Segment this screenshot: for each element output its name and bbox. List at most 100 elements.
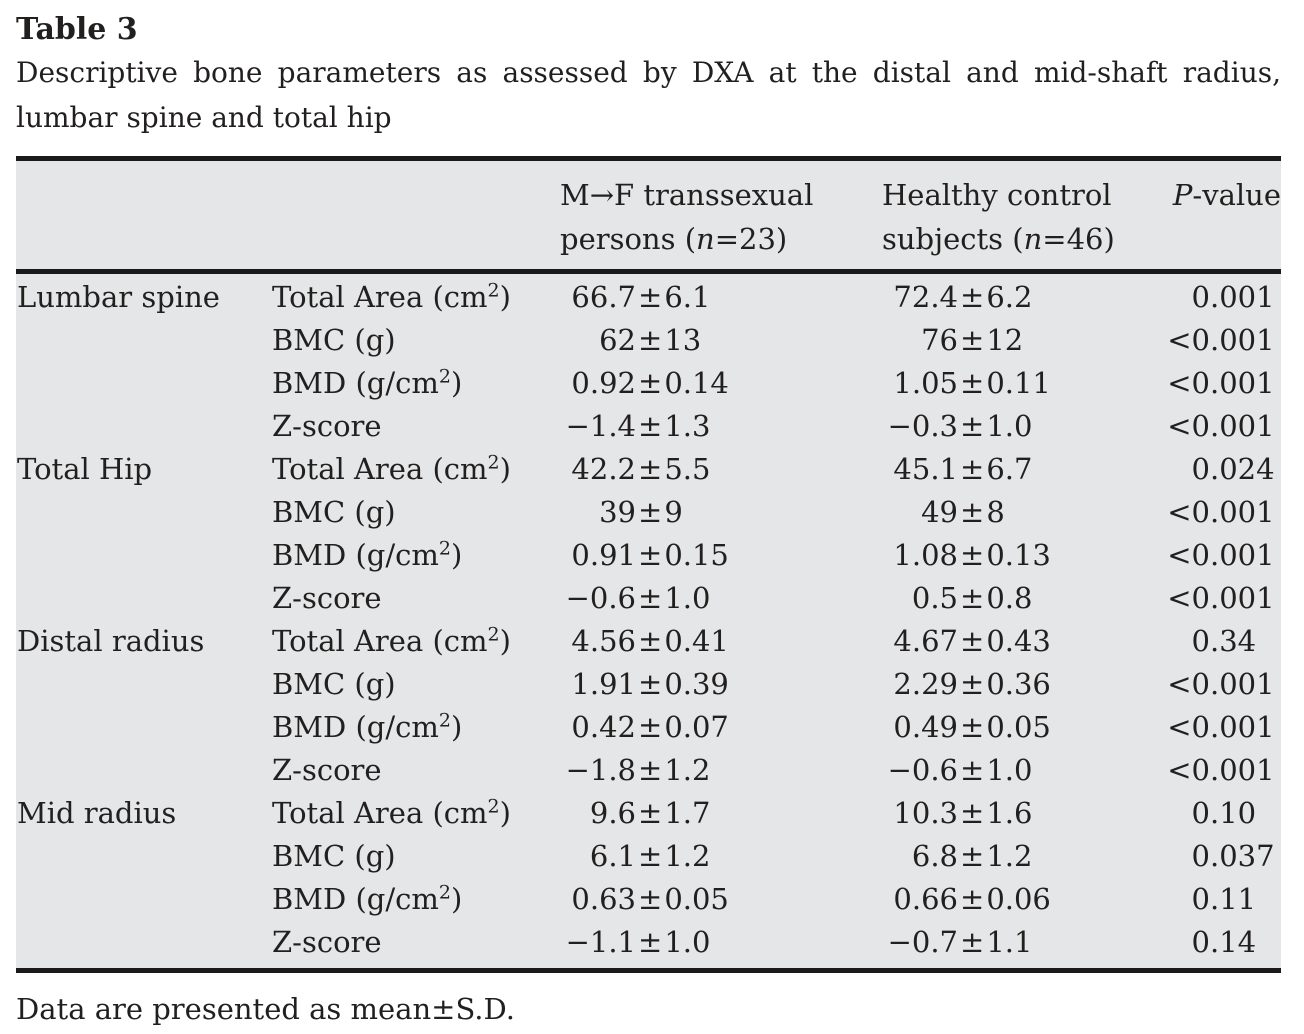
cell-hc-value: 6.8 ±1.2	[911, 839, 1033, 873]
row-group-label	[16, 577, 272, 620]
cell-hc-value: −0.6 ±1.0	[887, 753, 1033, 787]
row-group-label	[16, 362, 272, 405]
cell-hc-value: 2.29 ±0.36	[893, 667, 1051, 701]
cell-p-value: <0.001	[1167, 409, 1275, 443]
row-parameter-label: BMC (g)	[272, 667, 396, 701]
cell-mf-value: 4.56 ±0.41	[571, 624, 729, 658]
row-group-label	[16, 749, 272, 792]
cell-p-value: 0.11	[1191, 882, 1257, 916]
table-row: BMC (g) 1.91 ±0.39 2.29 ±0.36 <0.001	[16, 663, 1281, 706]
row-parameter-label: BMD (g/cm2)	[272, 537, 463, 572]
table-row: Lumbar spine Total Area (cm2) 66.7 ±6.1 7…	[16, 276, 1281, 319]
row-parameter-label: Total Area (cm2)	[272, 279, 511, 314]
row-group-label	[16, 878, 272, 921]
cell-p-value: <0.001	[1167, 323, 1275, 357]
cell-mf-value: 1.91 ±0.39	[571, 667, 729, 701]
cell-hc-value: 0.66 ±0.06	[893, 882, 1051, 916]
col-header-parameter	[272, 173, 560, 261]
cell-p-value: <0.001	[1167, 495, 1275, 529]
cell-mf-value: 6.1 ±1.2	[589, 839, 711, 873]
table-label: Table 3	[16, 12, 138, 47]
col-header-mf-transsexual: M→F transsexual persons (n=23)	[560, 173, 882, 261]
col-header-group	[16, 173, 272, 261]
row-parameter-label: BMD (g/cm2)	[272, 881, 463, 916]
table-row: Distal radius Total Area (cm2) 4.56 ±0.41…	[16, 620, 1281, 663]
row-parameter-label: Total Area (cm2)	[272, 623, 511, 658]
table-row: BMC (g) 6.1 ±1.2 6.8 ±1.2 0.037	[16, 835, 1281, 878]
table-header-row: M→F transsexual persons (n=23) Healthy c…	[16, 161, 1281, 274]
row-group-label	[16, 706, 272, 749]
cell-p-value: <0.001	[1167, 538, 1275, 572]
row-group-label	[16, 319, 272, 362]
cell-p-value: <0.001	[1167, 753, 1275, 787]
cell-mf-value: 0.63 ±0.05	[571, 882, 729, 916]
cell-p-value: <0.001	[1167, 710, 1275, 744]
col-header-healthy-control: Healthy control subjects (n=46)	[882, 173, 1164, 261]
table-row: Z-score −1.1 ±1.0 −0.7 ±1.1 0.14	[16, 921, 1281, 964]
cell-p-value: <0.001	[1167, 581, 1275, 615]
table-footnote: Data are presented as mean±S.D.	[16, 992, 515, 1026]
row-group-label: Total Hip	[17, 452, 153, 486]
table-row: Z-score −0.6 ±1.0 0.5 ±0.8 <0.001	[16, 577, 1281, 620]
row-parameter-label: BMC (g)	[272, 839, 396, 873]
cell-mf-value: 0.91 ±0.15	[571, 538, 729, 572]
cell-hc-value: 4.67 ±0.43	[893, 624, 1051, 658]
table-row: Mid radius Total Area (cm2) 9.6 ±1.7 10.3…	[16, 792, 1281, 835]
row-group-label: Mid radius	[17, 796, 177, 830]
cell-mf-value: 66.7 ±6.1	[571, 280, 711, 314]
table-caption: Descriptive bone parameters as assessed …	[16, 56, 1281, 134]
cell-hc-value: 72.4 ±6.2	[893, 280, 1033, 314]
row-parameter-label: BMD (g/cm2)	[272, 709, 463, 744]
cell-p-value: 0.10	[1191, 796, 1257, 830]
table-body: Lumbar spine Total Area (cm2) 66.7 ±6.1 7…	[16, 274, 1281, 968]
row-group-label: Distal radius	[17, 624, 205, 658]
row-parameter-label: Z-score	[272, 753, 382, 787]
cell-p-value: 0.037	[1191, 839, 1275, 873]
cell-mf-value: 39 ±9	[599, 495, 683, 529]
data-table: M→F transsexual persons (n=23) Healthy c…	[16, 156, 1281, 973]
table-row: Total Hip Total Area (cm2) 42.2 ±5.5 45.1…	[16, 448, 1281, 491]
col-header-mf-line2: persons (n=23)	[560, 222, 788, 256]
cell-hc-value: 49 ±8	[921, 495, 1005, 529]
cell-mf-value: 42.2 ±5.5	[571, 452, 711, 486]
cell-mf-value: 62 ±13	[599, 323, 702, 357]
row-parameter-label: Total Area (cm2)	[272, 451, 511, 486]
cell-mf-value: −0.6 ±1.0	[565, 581, 711, 615]
cell-p-value: 0.14	[1191, 925, 1257, 959]
row-group-label	[16, 491, 272, 534]
row-group-label: Lumbar spine	[17, 280, 220, 314]
cell-hc-value: −0.3 ±1.0	[887, 409, 1033, 443]
row-group-label	[16, 835, 272, 878]
cell-hc-value: 0.49 ±0.05	[893, 710, 1051, 744]
cell-hc-value: 45.1 ±6.7	[893, 452, 1033, 486]
table-row: Z-score −1.8 ±1.2 −0.6 ±1.0 <0.001	[16, 749, 1281, 792]
cell-hc-value: 0.5 ±0.8	[911, 581, 1033, 615]
table-row: BMD (g/cm2) 0.91 ±0.15 1.08 ±0.13 <0.001	[16, 534, 1281, 577]
cell-hc-value: 76 ±12	[921, 323, 1024, 357]
cell-mf-value: 0.92 ±0.14	[571, 366, 729, 400]
table-row: BMC (g) 62 ±13 76 ±12 <0.001	[16, 319, 1281, 362]
table-row: BMD (g/cm2) 0.63 ±0.05 0.66 ±0.06 0.11	[16, 878, 1281, 921]
table-row: BMD (g/cm2) 0.42 ±0.07 0.49 ±0.05 <0.001	[16, 706, 1281, 749]
col-header-hc-line1: Healthy control	[882, 178, 1112, 212]
cell-hc-value: 10.3 ±1.6	[893, 796, 1033, 830]
cell-hc-value: 1.05 ±0.11	[893, 366, 1051, 400]
row-group-label	[16, 534, 272, 577]
row-parameter-label: BMD (g/cm2)	[272, 365, 463, 400]
cell-p-value: 0.34	[1191, 624, 1257, 658]
cell-p-value: <0.001	[1167, 366, 1275, 400]
cell-p-value: 0.024	[1191, 452, 1275, 486]
row-group-label	[16, 405, 272, 448]
row-parameter-label: BMC (g)	[272, 323, 396, 357]
cell-mf-value: −1.1 ±1.0	[565, 925, 711, 959]
row-parameter-label: BMC (g)	[272, 495, 396, 529]
table-row: BMC (g) 39 ±9 49 ±8 <0.001	[16, 491, 1281, 534]
cell-p-value: 0.001	[1191, 280, 1275, 314]
cell-hc-value: −0.7 ±1.1	[887, 925, 1033, 959]
row-parameter-label: Z-score	[272, 925, 382, 959]
col-header-hc-line2: subjects (n=46)	[882, 222, 1115, 256]
table-row: Z-score −1.4 ±1.3 −0.3 ±1.0 <0.001	[16, 405, 1281, 448]
row-group-label	[16, 663, 272, 706]
cell-mf-value: 0.42 ±0.07	[571, 710, 729, 744]
